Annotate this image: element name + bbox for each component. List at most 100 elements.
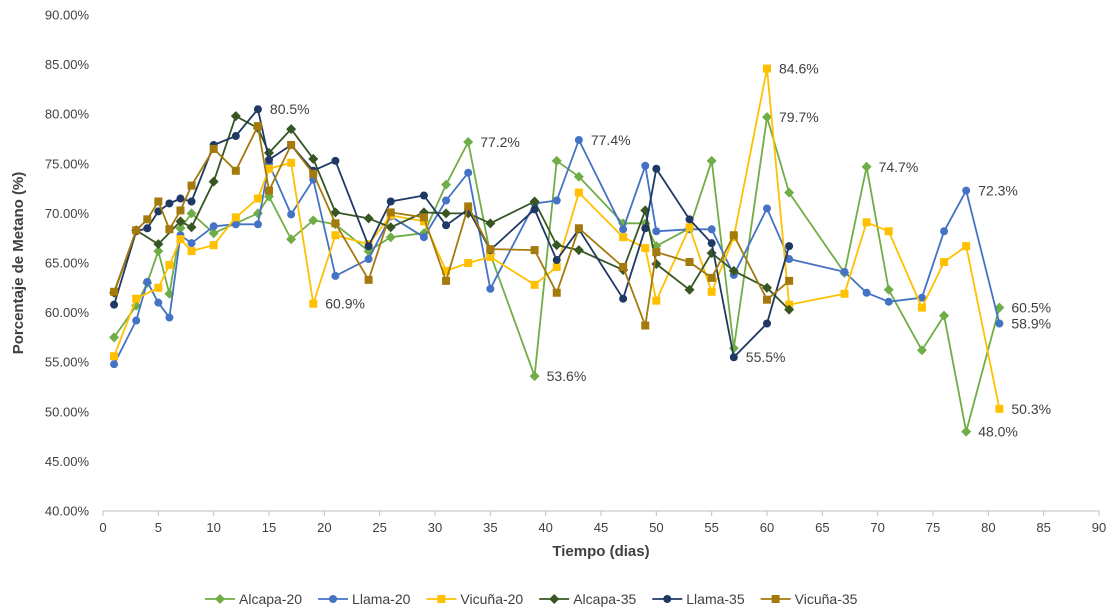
- data-point: [940, 258, 949, 267]
- data-label: 50.3%: [1011, 401, 1051, 417]
- data-point: [109, 332, 120, 343]
- data-point: [551, 240, 562, 251]
- data-point: [917, 293, 926, 302]
- data-point: [551, 155, 562, 166]
- data-point: [763, 295, 771, 304]
- data-point: [253, 194, 262, 203]
- data-point: [187, 197, 196, 206]
- data-point: [187, 247, 196, 256]
- x-tick-label: 60: [760, 520, 774, 535]
- data-point: [785, 255, 794, 264]
- data-point: [110, 287, 119, 296]
- data-point: [574, 224, 583, 233]
- series-line: [113, 139, 1001, 365]
- data-point: [363, 213, 374, 224]
- x-tick-label: 20: [317, 520, 331, 535]
- data-point: [110, 360, 119, 369]
- data-point: [652, 227, 661, 236]
- data-point: [442, 266, 451, 275]
- y-tick-label: 90.00%: [45, 8, 90, 23]
- x-tick-label: 25: [372, 520, 386, 535]
- data-point: [995, 404, 1004, 413]
- data-point: [110, 352, 119, 361]
- data-point: [132, 226, 141, 235]
- data-point: [619, 294, 628, 303]
- data-point: [331, 231, 340, 240]
- data-point: [331, 219, 340, 228]
- data-point: [153, 239, 164, 250]
- annotation-layer: 80.5% 60.9% 77.2% 53.6% 77.4% 55.5% 84.6% 79.7%…: [270, 61, 1051, 440]
- legend-item: Llama-35: [652, 591, 745, 607]
- legend-item: Alcapa-35: [539, 591, 636, 607]
- x-tick-label: 15: [262, 520, 276, 535]
- data-point: [165, 199, 174, 208]
- legend-item: Vicuña-20: [426, 591, 523, 607]
- data-point: [763, 204, 771, 213]
- data-label: 77.2%: [480, 134, 520, 150]
- x-tick-label: 85: [1036, 520, 1050, 535]
- legend-marker: [437, 595, 446, 603]
- data-point: [840, 267, 849, 276]
- x-tick-label: 90: [1092, 520, 1106, 535]
- data-label: 74.7%: [879, 159, 919, 175]
- data-point: [385, 222, 396, 233]
- y-tick-label: 80.00%: [45, 107, 90, 122]
- data-point: [419, 191, 428, 200]
- data-point: [308, 215, 319, 226]
- data-point: [165, 225, 174, 234]
- data-point: [165, 260, 174, 269]
- x-tick-label: 35: [483, 520, 497, 535]
- y-axis-title: Porcentaje de Metano (%): [10, 172, 27, 355]
- data-point: [785, 242, 794, 251]
- data-point: [286, 124, 297, 135]
- data-point: [186, 222, 197, 233]
- data-label: 79.7%: [779, 109, 819, 125]
- data-point: [442, 276, 451, 285]
- data-point: [707, 287, 716, 296]
- data-point: [175, 216, 186, 227]
- data-point: [884, 297, 893, 306]
- x-tick-label: 70: [870, 520, 884, 535]
- data-point: [707, 273, 716, 282]
- series-layer: [109, 64, 1005, 437]
- y-tick-label: 55.00%: [45, 355, 90, 370]
- series-vicu-a-20: [110, 64, 1004, 413]
- data-point: [209, 241, 218, 250]
- data-point: [154, 298, 163, 307]
- data-point: [486, 253, 495, 262]
- data-label: 53.6%: [547, 368, 587, 384]
- data-point: [309, 299, 318, 308]
- legend-label: Alcapa-35: [573, 591, 636, 607]
- data-point: [165, 313, 174, 322]
- data-label: 77.4%: [591, 132, 631, 148]
- data-point: [464, 202, 473, 211]
- y-tick-label: 85.00%: [45, 57, 90, 72]
- data-point: [176, 235, 185, 244]
- x-tick-label: 50: [649, 520, 663, 535]
- data-point: [652, 248, 661, 257]
- data-point: [706, 155, 717, 166]
- legend-marker: [771, 595, 780, 603]
- data-point: [652, 164, 661, 173]
- data-point: [883, 284, 894, 295]
- data-label: 60.5%: [1011, 300, 1051, 316]
- data-point: [529, 371, 540, 382]
- data-point: [861, 161, 872, 172]
- legend-item: Alcapa-20: [205, 591, 302, 607]
- data-point: [552, 262, 561, 271]
- data-point: [961, 426, 972, 437]
- data-point: [641, 244, 650, 253]
- data-point: [574, 188, 583, 197]
- data-point: [364, 242, 373, 251]
- x-tick-label: 80: [981, 520, 995, 535]
- data-point: [573, 171, 584, 182]
- data-point: [641, 161, 650, 170]
- data-point: [486, 245, 495, 254]
- data-point: [386, 208, 395, 217]
- data-label: 84.6%: [779, 61, 819, 77]
- data-point: [784, 187, 795, 198]
- data-point: [685, 215, 694, 224]
- data-point: [485, 218, 496, 229]
- data-point: [939, 310, 950, 321]
